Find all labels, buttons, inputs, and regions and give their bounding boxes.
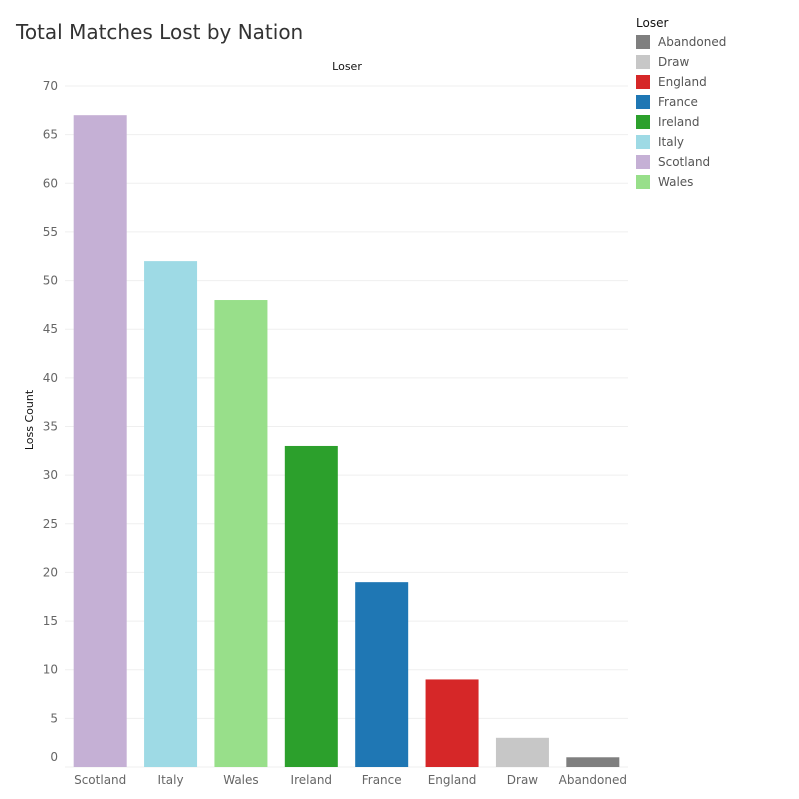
bar-england[interactable] bbox=[425, 679, 479, 767]
bar-scotland[interactable] bbox=[73, 115, 127, 767]
legend-label: Abandoned bbox=[658, 35, 727, 49]
y-tick-label: 30 bbox=[43, 468, 58, 482]
y-tick-label: 70 bbox=[43, 79, 58, 93]
x-axis-labels: Scotland Italy Wales Ireland France England Dr… bbox=[74, 773, 627, 787]
y-tick-label: 65 bbox=[43, 128, 58, 142]
y-tick-label: 35 bbox=[43, 420, 58, 434]
column-header: Loser bbox=[332, 60, 362, 73]
y-tick-label: 55 bbox=[43, 225, 58, 239]
legend-label: France bbox=[658, 95, 698, 109]
bar-wales[interactable] bbox=[214, 300, 268, 767]
y-tick-label: 45 bbox=[43, 322, 58, 336]
legend-label: England bbox=[658, 75, 707, 89]
legend-item-wales[interactable]: Wales bbox=[636, 172, 726, 192]
y-tick-label: 5 bbox=[50, 711, 58, 725]
legend-label: Draw bbox=[658, 55, 690, 69]
bar-italy[interactable] bbox=[144, 261, 198, 767]
legend-swatch bbox=[636, 115, 650, 129]
legend-label: Wales bbox=[658, 175, 694, 189]
bar-abandoned[interactable] bbox=[566, 757, 620, 767]
y-tick-label: 60 bbox=[43, 176, 58, 190]
legend-label: Scotland bbox=[658, 155, 711, 169]
legend-swatch bbox=[636, 55, 650, 69]
legend-swatch bbox=[636, 35, 650, 49]
bars bbox=[73, 115, 620, 767]
legend-swatch bbox=[636, 135, 650, 149]
y-tick-label: 0 bbox=[50, 750, 58, 764]
x-tick-label: Ireland bbox=[291, 773, 333, 787]
bar-draw[interactable] bbox=[495, 737, 549, 767]
y-tick-label: 15 bbox=[43, 614, 58, 628]
y-tick-label: 20 bbox=[43, 565, 58, 579]
legend-item-italy[interactable]: Italy bbox=[636, 132, 726, 152]
legend-item-ireland[interactable]: Ireland bbox=[636, 112, 726, 132]
legend-item-scotland[interactable]: Scotland bbox=[636, 152, 726, 172]
x-tick-label: Scotland bbox=[74, 773, 126, 787]
legend-swatch bbox=[636, 75, 650, 89]
legend-swatch bbox=[636, 95, 650, 109]
x-tick-label: France bbox=[362, 773, 402, 787]
legend-item-abandoned[interactable]: Abandoned bbox=[636, 32, 726, 52]
legend-item-france[interactable]: France bbox=[636, 92, 726, 112]
legend-item-draw[interactable]: Draw bbox=[636, 52, 726, 72]
y-tick-label: 50 bbox=[43, 274, 58, 288]
legend-title: Loser bbox=[636, 16, 669, 30]
y-tick-label: 25 bbox=[43, 517, 58, 531]
x-tick-label: Draw bbox=[507, 773, 539, 787]
bar-france[interactable] bbox=[355, 582, 409, 767]
y-axis-ticks: 0 5 10 15 20 25 30 35 40 45 50 55 60 65 70 bbox=[43, 79, 58, 764]
y-axis-title: Loss Count bbox=[23, 389, 36, 450]
x-tick-label: Abandoned bbox=[559, 773, 627, 787]
y-tick-label: 40 bbox=[43, 371, 58, 385]
legend-swatch bbox=[636, 175, 650, 189]
chart-title: Total Matches Lost by Nation bbox=[16, 20, 304, 44]
legend-label: Italy bbox=[658, 135, 685, 149]
legend: Loser Abandoned Draw England France Ireland I… bbox=[636, 16, 726, 192]
legend-swatch bbox=[636, 155, 650, 169]
legend-item-england[interactable]: England bbox=[636, 72, 726, 92]
x-tick-label: Wales bbox=[223, 773, 258, 787]
legend-label: Ireland bbox=[658, 115, 700, 129]
x-tick-label: England bbox=[428, 773, 477, 787]
y-tick-label: 10 bbox=[43, 663, 58, 677]
bar-ireland[interactable] bbox=[284, 445, 338, 767]
x-tick-label: Italy bbox=[158, 773, 184, 787]
